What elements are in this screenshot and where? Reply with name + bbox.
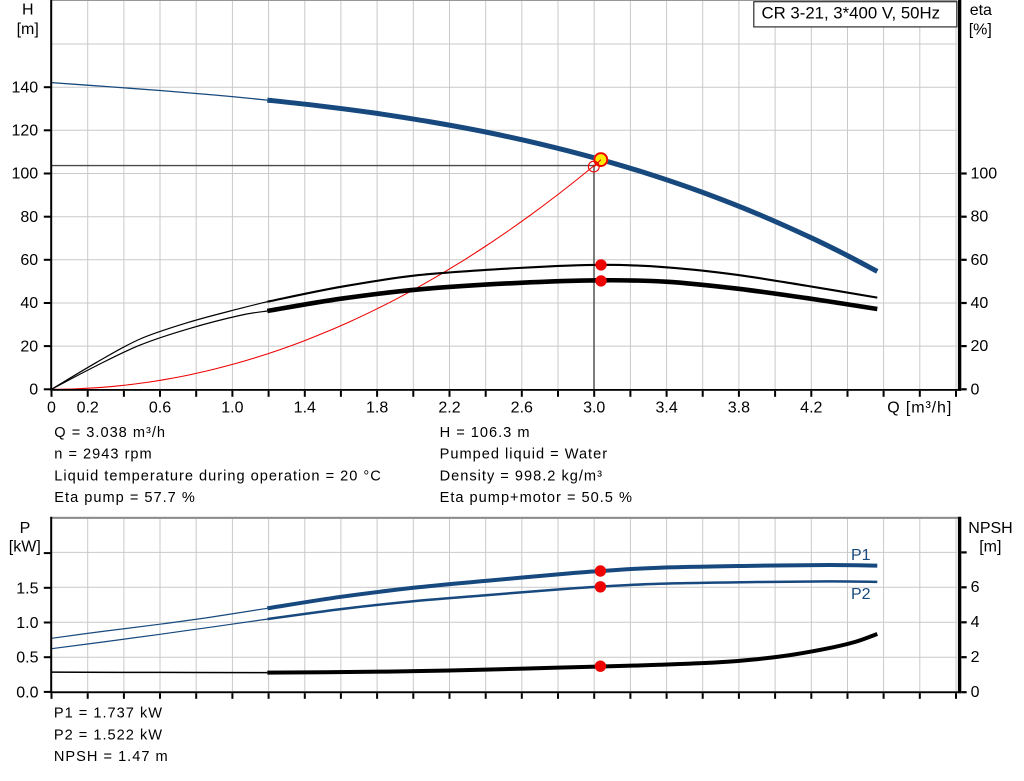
svg-text:H: H	[22, 2, 34, 19]
svg-text:NPSH: NPSH	[968, 520, 1012, 537]
svg-text:0.0: 0.0	[16, 684, 38, 701]
svg-text:1.8: 1.8	[366, 399, 388, 416]
svg-text:Q [m³/h]: Q [m³/h]	[887, 399, 952, 416]
svg-text:eta: eta	[970, 2, 992, 19]
svg-text:100: 100	[971, 166, 998, 183]
svg-text:3.8: 3.8	[728, 399, 750, 416]
svg-text:Pumped liquid = Water: Pumped liquid = Water	[440, 447, 608, 463]
svg-text:80: 80	[20, 209, 38, 226]
svg-text:1.4: 1.4	[294, 399, 316, 416]
svg-text:[m]: [m]	[17, 21, 39, 38]
svg-text:[%]: [%]	[969, 22, 992, 39]
svg-text:3.0: 3.0	[583, 399, 605, 416]
svg-text:2.6: 2.6	[511, 399, 533, 416]
svg-text:1.5: 1.5	[16, 580, 38, 597]
svg-text:0: 0	[971, 381, 980, 398]
svg-text:Eta pump = 57.7 %: Eta pump = 57.7 %	[54, 490, 196, 506]
svg-text:H = 106.3 m: H = 106.3 m	[440, 425, 531, 441]
svg-text:120: 120	[11, 123, 38, 140]
svg-text:80: 80	[971, 209, 989, 226]
svg-text:1.0: 1.0	[16, 615, 38, 632]
svg-text:3.4: 3.4	[655, 399, 677, 416]
svg-text:P2: P2	[851, 586, 871, 603]
svg-text:Eta pump+motor = 50.5 %: Eta pump+motor = 50.5 %	[440, 490, 633, 506]
svg-text:P: P	[20, 520, 31, 537]
svg-text:100: 100	[11, 166, 38, 183]
svg-text:2.2: 2.2	[438, 399, 460, 416]
svg-text:4: 4	[971, 614, 980, 631]
svg-text:P1: P1	[851, 547, 871, 564]
svg-text:60: 60	[20, 252, 38, 269]
svg-text:0: 0	[47, 399, 56, 416]
svg-text:2: 2	[971, 649, 980, 666]
svg-text:n = 2943 rpm: n = 2943 rpm	[54, 447, 152, 463]
svg-text:6: 6	[971, 579, 980, 596]
svg-text:Density = 998.2 kg/m³: Density = 998.2 kg/m³	[440, 468, 603, 484]
svg-text:40: 40	[20, 295, 38, 312]
svg-text:0: 0	[29, 382, 38, 399]
svg-text:P2 = 1.522 kW: P2 = 1.522 kW	[54, 727, 163, 743]
svg-text:NPSH = 1.47 m: NPSH = 1.47 m	[54, 749, 169, 765]
svg-text:[kW]: [kW]	[9, 538, 41, 555]
svg-text:P1 = 1.737 kW: P1 = 1.737 kW	[54, 706, 163, 722]
svg-text:40: 40	[971, 295, 989, 312]
svg-text:[m]: [m]	[979, 538, 1001, 555]
svg-text:0: 0	[971, 684, 980, 701]
svg-text:1.0: 1.0	[221, 399, 243, 416]
svg-text:20: 20	[971, 338, 989, 355]
svg-text:140: 140	[11, 79, 38, 96]
svg-text:Liquid temperature during oper: Liquid temperature during operation = 20…	[54, 468, 382, 484]
svg-text:Q = 3.038 m³/h: Q = 3.038 m³/h	[54, 425, 166, 441]
svg-text:0.2: 0.2	[77, 399, 99, 416]
svg-text:20: 20	[20, 338, 38, 355]
svg-text:0.6: 0.6	[149, 399, 171, 416]
svg-text:CR 3-21, 3*400 V, 50Hz: CR 3-21, 3*400 V, 50Hz	[762, 3, 941, 22]
svg-text:0.5: 0.5	[16, 650, 38, 667]
svg-text:60: 60	[971, 252, 989, 269]
svg-text:4.2: 4.2	[800, 399, 822, 416]
